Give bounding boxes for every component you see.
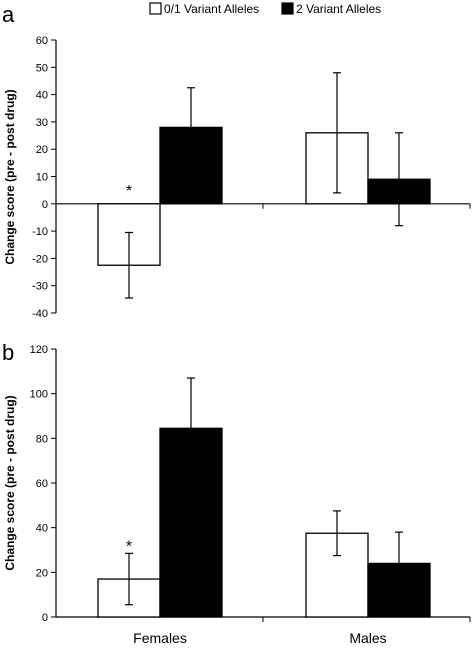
y-tick-label: 20: [36, 567, 48, 579]
y-tick-label: 80: [36, 433, 48, 445]
y-axis-label-b: Change score (pre - post drug): [3, 395, 17, 570]
legend-swatch-white: [149, 2, 162, 15]
y-tick-label: 120: [30, 344, 48, 356]
x-category-label: Males: [349, 630, 386, 646]
significance-star: *: [126, 538, 132, 555]
y-tick-label: 30: [36, 117, 48, 129]
y-tick-label: -40: [32, 308, 48, 320]
y-tick-label: 20: [36, 144, 48, 156]
y-tick-label: 50: [36, 62, 48, 74]
panel-letter-b: b: [2, 340, 14, 365]
x-category-label: Females: [133, 630, 187, 646]
panel-a: a Change score (pre - post drug) 60 50 40 3…: [2, 2, 471, 320]
panel-letter-a: a: [2, 2, 15, 27]
significance-star: *: [126, 183, 132, 200]
y-tick-label: 40: [36, 523, 48, 535]
legend-swatch-black: [281, 2, 294, 15]
legend: 0/1 Variant Alleles 2 Variant Alleles: [149, 2, 381, 16]
panel-b: b Change score (pre - post drug) 120 100 8…: [2, 340, 471, 646]
y-axis-label-a: Change score (pre - post drug): [3, 89, 17, 264]
y-tick-label: -20: [32, 253, 48, 265]
y-tick-label: 60: [36, 35, 48, 47]
y-tick-label: -10: [32, 226, 48, 238]
y-tick-label: 60: [36, 478, 48, 490]
y-tick-label: -30: [32, 281, 48, 293]
legend-label-0-1: 0/1 Variant Alleles: [164, 2, 259, 16]
y-tick-label: 10: [36, 172, 48, 184]
legend-label-2: 2 Variant Alleles: [296, 2, 381, 16]
y-tick-label: 0: [42, 612, 48, 624]
y-tick-label: 0: [42, 199, 48, 211]
y-tick-label: 40: [36, 90, 48, 102]
y-tick-label: 100: [30, 389, 48, 401]
